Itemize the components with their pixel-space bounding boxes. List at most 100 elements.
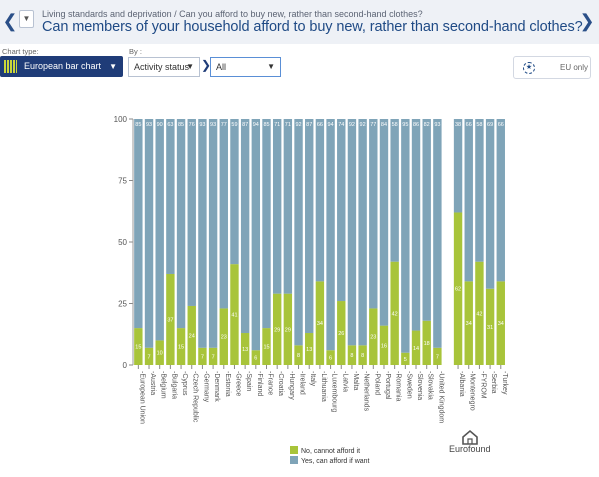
- eurofound-logo-icon: [462, 429, 478, 445]
- x-tick-label: -Estonia: [224, 371, 231, 397]
- group-select[interactable]: All ▼: [210, 57, 281, 77]
- value-label-can-afford: 38: [455, 122, 461, 128]
- bar-cannot-afford: [155, 340, 164, 365]
- value-label-cannot-afford: 18: [424, 341, 430, 347]
- value-label-can-afford: 58: [476, 122, 482, 128]
- value-label-cannot-afford: 29: [285, 327, 291, 333]
- legend-swatch: [290, 456, 298, 464]
- value-label-can-afford: 94: [253, 122, 259, 128]
- caret-down-icon: ▼: [109, 62, 117, 71]
- bar-cannot-afford: [230, 264, 239, 365]
- value-label-cannot-afford: 14: [413, 346, 419, 352]
- bar-can-afford: [422, 119, 431, 321]
- bar-can-afford: [453, 119, 463, 213]
- bar-cannot-afford: [262, 328, 271, 365]
- value-label-can-afford: 84: [381, 122, 387, 128]
- x-tick-label: -Portugal: [384, 371, 391, 400]
- value-label-cannot-afford: 34: [498, 321, 504, 327]
- value-label-can-afford: 94: [328, 122, 334, 128]
- legend-label: Yes, can afford if want: [301, 458, 370, 465]
- value-label-can-afford: 71: [285, 122, 291, 128]
- caret-down-icon: ▼: [186, 62, 194, 71]
- bar-can-afford: [262, 119, 271, 329]
- value-label-cannot-afford: 34: [317, 321, 323, 327]
- group-select-value: All: [216, 62, 227, 72]
- y-tick-label: 75: [118, 177, 127, 186]
- caret-down-icon: ▼: [267, 62, 275, 71]
- bar-cannot-afford: [464, 281, 473, 365]
- x-tick-label: -Luxembourg: [331, 371, 338, 412]
- bar-cannot-afford: [219, 308, 228, 365]
- value-label-can-afford: 93: [146, 122, 152, 128]
- value-label-cannot-afford: 13: [242, 347, 248, 353]
- x-tick-label: -Denmark: [213, 371, 220, 402]
- x-tick-label: -Austria: [149, 371, 156, 395]
- chevron-down-icon[interactable]: ▼: [19, 10, 34, 28]
- chevron-right-icon[interactable]: ❯: [579, 11, 595, 31]
- value-label-cannot-afford: 15: [178, 345, 184, 351]
- value-label-cannot-afford: 16: [381, 343, 387, 349]
- value-label-can-afford: 87: [242, 122, 248, 128]
- bar-cannot-afford: [379, 325, 389, 365]
- bar-can-afford: [134, 119, 143, 329]
- eu-stars-icon: ★: [523, 62, 535, 74]
- bar-can-afford: [272, 119, 282, 294]
- chevron-right-icon: ❯: [201, 58, 212, 72]
- bar-cannot-afford: [315, 281, 325, 365]
- value-label-cannot-afford: 7: [147, 354, 150, 360]
- value-label-can-afford: 87: [306, 122, 312, 128]
- x-tick-label: -Poland: [373, 371, 380, 395]
- value-label-cannot-afford: 13: [306, 347, 312, 353]
- value-label-cannot-afford: 31: [487, 325, 493, 331]
- chart-type-select[interactable]: European bar chart ▼: [0, 56, 123, 77]
- value-label-cannot-afford: 15: [263, 345, 269, 351]
- value-label-can-afford: 85: [135, 122, 141, 128]
- bar-can-afford: [379, 119, 389, 326]
- value-label-cannot-afford: 42: [476, 311, 482, 317]
- value-label-cannot-afford: 8: [361, 353, 364, 359]
- bar-can-afford: [315, 119, 325, 282]
- bar-cannot-afford: [166, 273, 175, 365]
- value-label-cannot-afford: 7: [436, 354, 439, 360]
- x-tick-label: -Malta: [352, 371, 359, 391]
- bar-can-afford: [464, 119, 473, 282]
- bar-cannot-afford: [305, 333, 314, 365]
- bar-can-afford: [326, 119, 335, 351]
- bar-can-afford: [251, 119, 261, 351]
- bar-can-afford: [219, 119, 228, 309]
- value-label-can-afford: 76: [189, 122, 195, 128]
- x-tick-label: -Sweden: [405, 371, 412, 399]
- value-label-cannot-afford: 37: [167, 317, 173, 323]
- y-tick-label: 100: [114, 115, 128, 124]
- x-tick-label: -Albania: [458, 371, 465, 397]
- x-tick-label: -Greece: [234, 371, 241, 396]
- bar-cannot-afford: [337, 301, 346, 365]
- breadcrumb[interactable]: Living standards and deprivation / Can y…: [42, 9, 423, 19]
- bar-can-afford: [294, 119, 303, 346]
- bar-cannot-afford: [198, 347, 207, 365]
- by-select[interactable]: Activity status ▼: [128, 57, 200, 77]
- x-tick-label: -Turkey: [501, 371, 508, 395]
- value-label-cannot-afford: 34: [466, 321, 472, 327]
- value-label-can-afford: 93: [210, 122, 216, 128]
- value-label-cannot-afford: 8: [297, 353, 300, 359]
- value-label-can-afford: 58: [392, 122, 398, 128]
- bar-cannot-afford: [390, 261, 399, 365]
- value-label-can-afford: 66: [498, 122, 504, 128]
- bar-can-afford: [198, 119, 207, 348]
- bar-can-afford: [240, 119, 250, 334]
- bar-cannot-afford: [240, 333, 250, 365]
- eu-only-toggle[interactable]: ★ EU only: [513, 56, 591, 79]
- value-label-cannot-afford: 24: [189, 333, 195, 339]
- value-label-cannot-afford: 23: [370, 335, 376, 341]
- bar-cannot-afford: [369, 308, 378, 365]
- x-tick-label: -Serbia: [490, 371, 497, 394]
- x-tick-label: -Slovakia: [427, 371, 434, 400]
- x-tick-label: -Italy: [309, 371, 316, 387]
- bar-can-afford: [166, 119, 175, 274]
- value-label-cannot-afford: 26: [338, 331, 344, 337]
- bar-cannot-afford: [358, 345, 367, 365]
- bar-cannot-afford: [326, 350, 335, 365]
- chevron-left-icon[interactable]: ❮: [2, 11, 18, 31]
- bar-can-afford: [485, 119, 495, 289]
